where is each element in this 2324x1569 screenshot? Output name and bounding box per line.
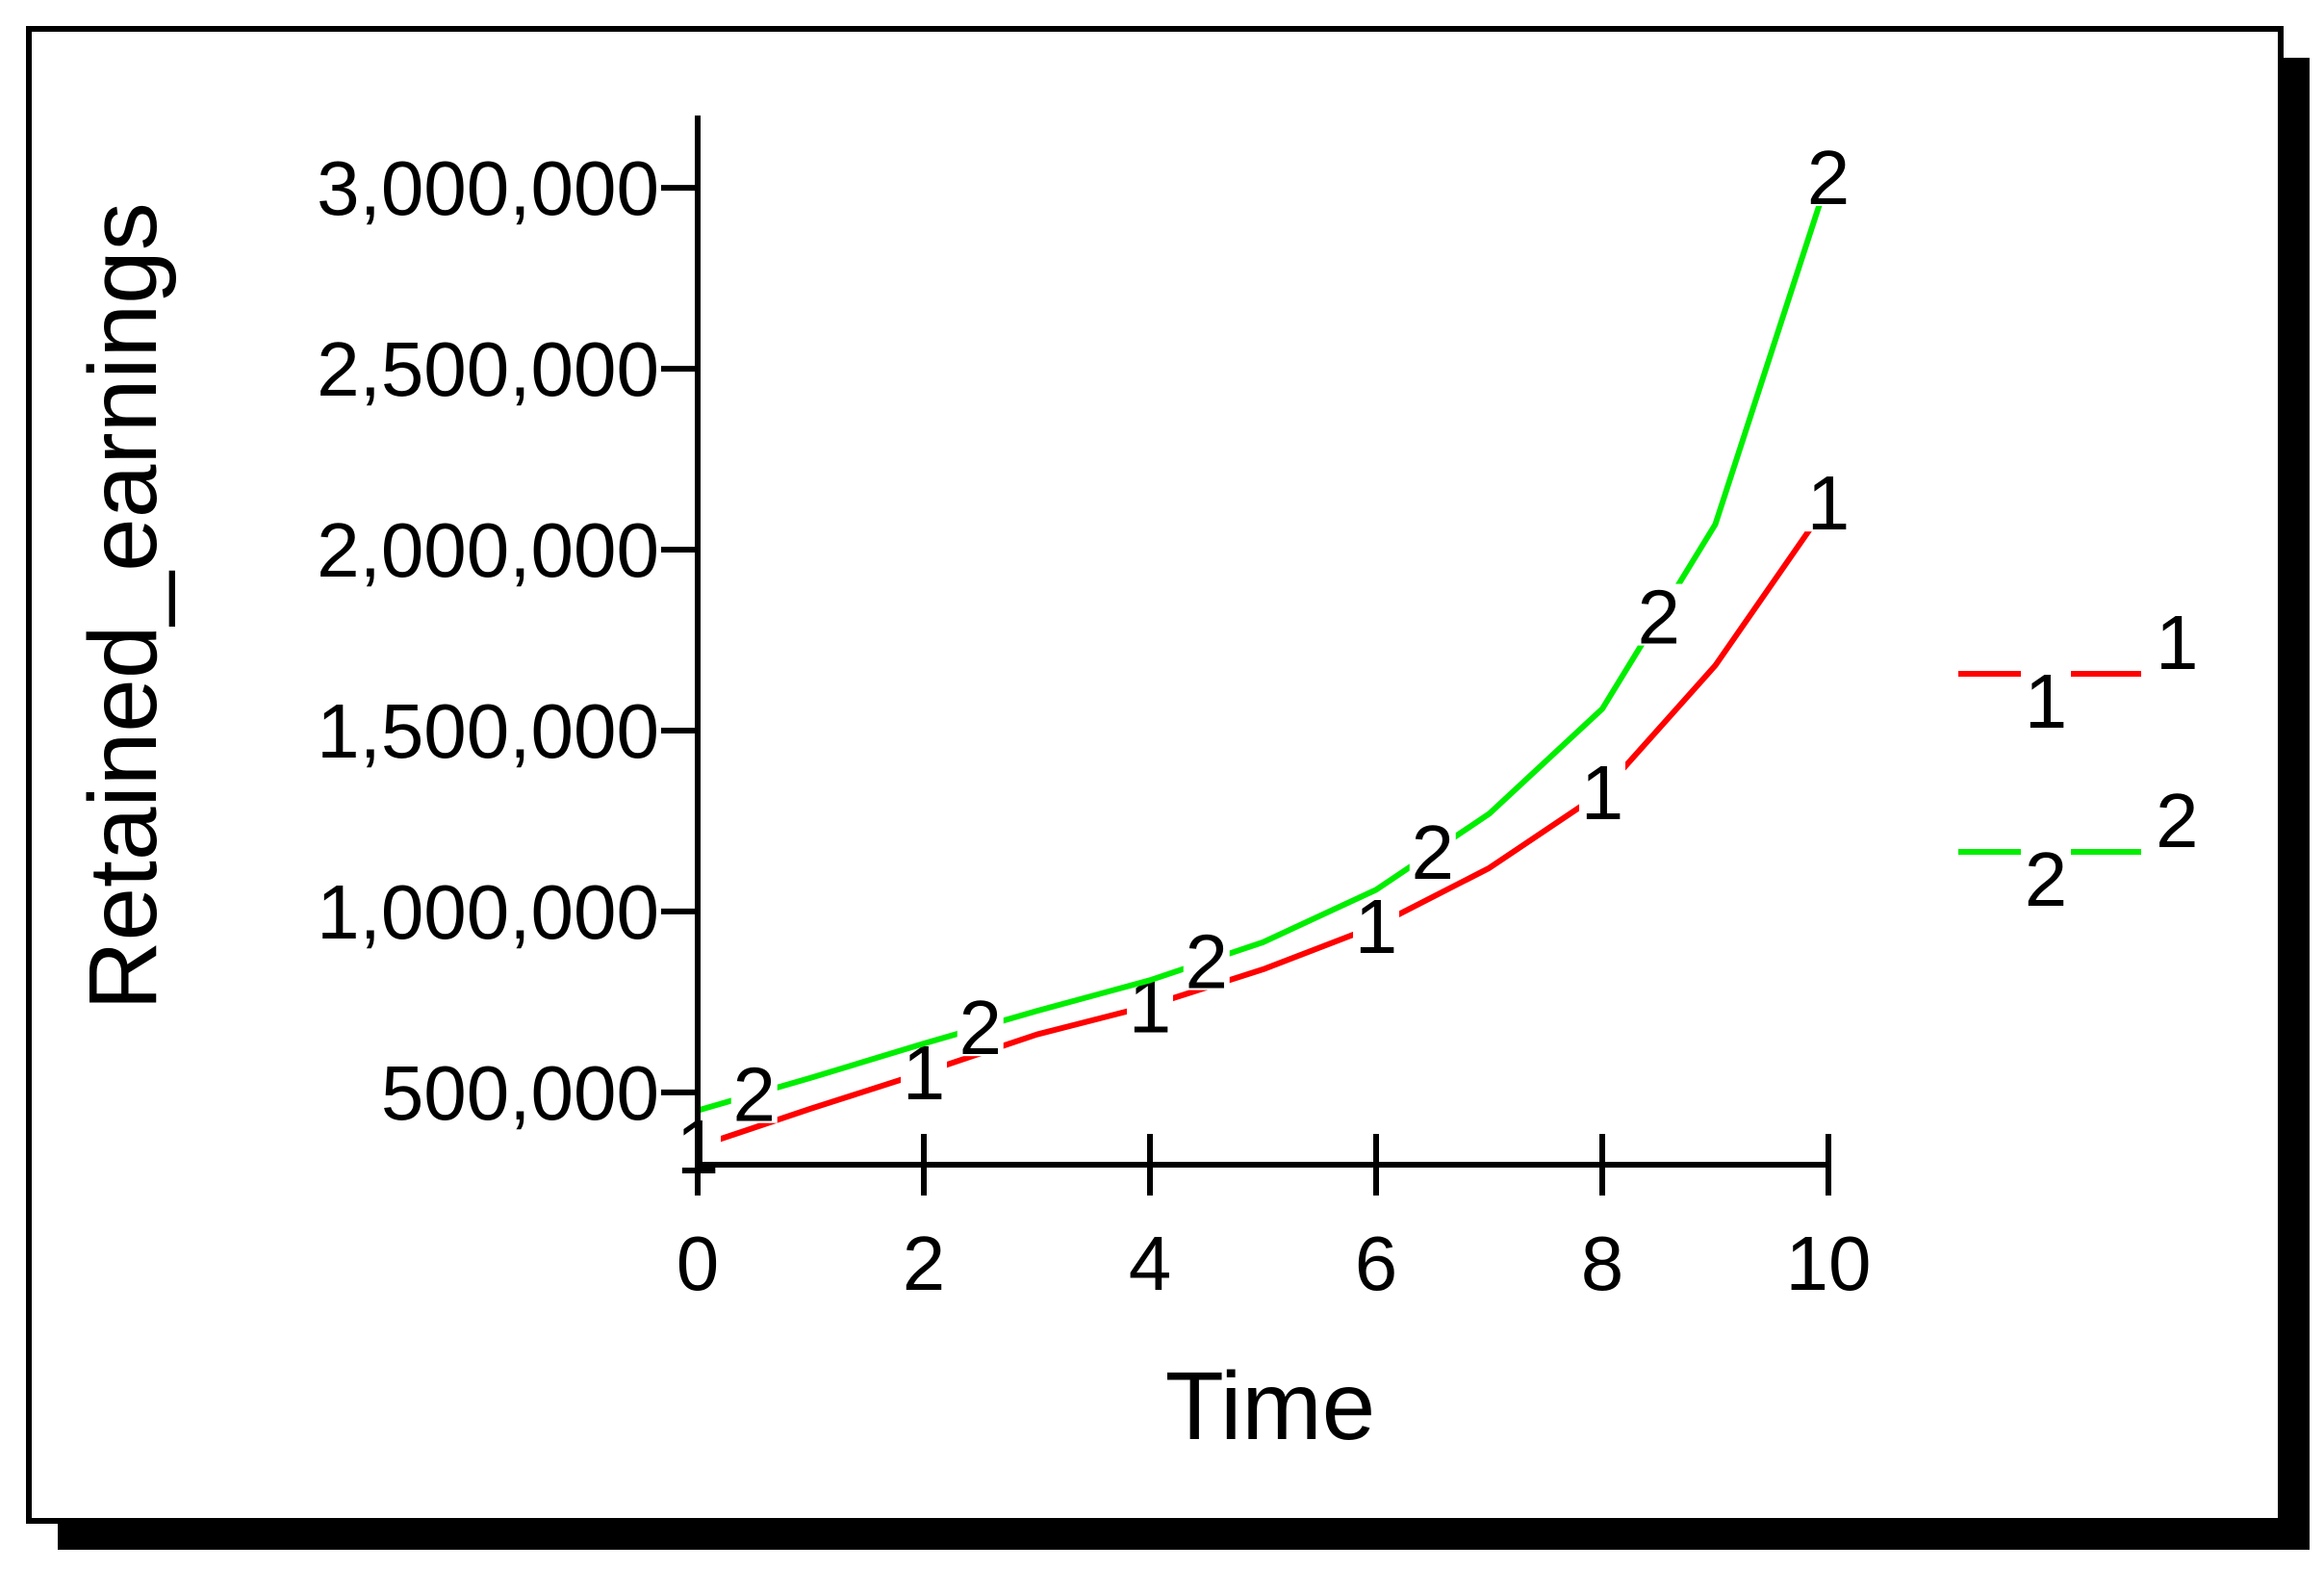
x-tick-label: 4 bbox=[1129, 1221, 1172, 1306]
series-2-marker: 2 bbox=[1807, 135, 1851, 220]
x-tick-label: 2 bbox=[903, 1221, 946, 1306]
series-1-marker-knockout bbox=[1579, 759, 1625, 821]
series-2-marker-knockout bbox=[1183, 928, 1230, 990]
legend-label-2: 2 bbox=[2156, 778, 2199, 863]
y-axis-title: Retained_earnings bbox=[69, 202, 177, 1011]
series-2-marker: 2 bbox=[1412, 810, 1455, 895]
series-1-marker: 1 bbox=[1807, 460, 1851, 546]
series-1-marker-knockout bbox=[1353, 892, 1399, 955]
legend-label-1: 1 bbox=[2156, 600, 2199, 685]
y-tick-label: 1,500,000 bbox=[317, 688, 659, 774]
series-1-marker: 1 bbox=[1581, 750, 1624, 836]
series-2-line bbox=[697, 175, 1831, 1114]
series-2-marker-knockout bbox=[957, 994, 1004, 1057]
series-2-marker: 2 bbox=[1638, 575, 1681, 660]
series-2-marker-knockout bbox=[1805, 143, 1852, 206]
series-1-line bbox=[697, 501, 1831, 1150]
y-tick-label: 2,000,000 bbox=[317, 507, 659, 593]
legend-marker-2: 2 bbox=[2025, 836, 2068, 922]
series-2-marker: 2 bbox=[959, 985, 1003, 1070]
legend-marker-1: 1 bbox=[2025, 658, 2068, 744]
y-tick-label: 1,000,000 bbox=[317, 869, 659, 955]
legend-marker-knockout-2 bbox=[2021, 847, 2071, 914]
series-2-marker: 2 bbox=[733, 1052, 777, 1138]
x-tick-label: 8 bbox=[1581, 1221, 1624, 1306]
y-tick-label: 2,500,000 bbox=[317, 326, 659, 412]
legend-marker-knockout-1 bbox=[2021, 669, 2071, 736]
legend: 1 1 2 2 bbox=[1958, 600, 2199, 922]
series-2-marker-knockout bbox=[1409, 818, 1456, 881]
y-tick-label: 3,000,000 bbox=[317, 145, 659, 231]
x-tick-label: 0 bbox=[677, 1221, 720, 1306]
axes-layer: 500,000 1,000,000 1,500,000 2,000,000 2,500,… bbox=[317, 116, 1871, 1306]
series-2-marker-knockout bbox=[1635, 583, 1682, 646]
chart-frame bbox=[26, 26, 2284, 1524]
series-1-marker-knockout bbox=[1805, 470, 1852, 532]
x-tick-label: 10 bbox=[1786, 1221, 1872, 1306]
x-tick-label: 6 bbox=[1355, 1221, 1398, 1306]
series-2-marker-knockout bbox=[730, 1061, 778, 1123]
x-axis-title: Time bbox=[1165, 1352, 1376, 1460]
series-2-marker: 2 bbox=[1186, 919, 1229, 1005]
y-tick-label: 500,000 bbox=[381, 1050, 659, 1136]
